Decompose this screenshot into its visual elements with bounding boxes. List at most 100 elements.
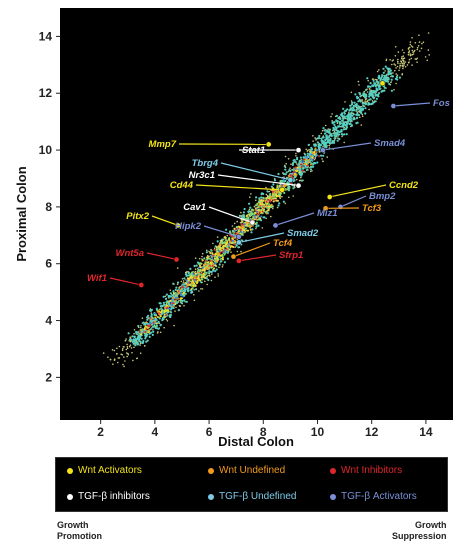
background-point — [331, 113, 333, 115]
plot-background — [60, 8, 453, 420]
gene-point-tcf3 — [322, 205, 329, 212]
background-point — [167, 302, 171, 305]
background-point — [169, 299, 172, 302]
background-point — [300, 163, 303, 166]
background-point — [139, 352, 142, 355]
background-point — [169, 292, 172, 295]
background-point — [196, 277, 199, 280]
legend-item-wnt-activators: Wnt Activators — [67, 465, 142, 476]
background-point — [266, 206, 269, 209]
annotation-label-miz1: Miz1 — [317, 208, 338, 219]
background-point — [310, 146, 313, 149]
background-point — [185, 274, 188, 277]
background-point — [267, 198, 270, 201]
background-point — [368, 108, 370, 111]
background-point — [288, 196, 290, 199]
gene-point-fos — [390, 103, 397, 109]
background-point — [172, 290, 175, 293]
background-point — [135, 330, 138, 334]
background-point — [373, 83, 376, 86]
background-point — [293, 159, 296, 162]
background-point — [336, 133, 339, 136]
background-point — [179, 297, 182, 300]
background-point — [217, 273, 219, 275]
background-point — [370, 102, 373, 105]
background-point — [219, 241, 222, 244]
background-point — [134, 344, 137, 347]
background-point — [332, 141, 336, 144]
background-point — [253, 205, 256, 208]
background-point — [186, 270, 188, 273]
background-point — [283, 180, 286, 183]
background-point — [300, 176, 302, 179]
background-point — [132, 342, 135, 345]
background-point — [224, 244, 227, 247]
background-point — [250, 212, 253, 215]
background-point — [334, 132, 337, 135]
background-point — [339, 120, 342, 123]
background-point — [330, 115, 332, 118]
background-point — [146, 322, 149, 325]
background-point — [170, 298, 173, 301]
background-point — [212, 267, 216, 270]
background-point — [361, 115, 364, 118]
background-point — [264, 199, 267, 202]
background-point — [162, 309, 165, 312]
background-point — [328, 128, 331, 131]
background-point — [338, 130, 342, 133]
background-point — [250, 193, 252, 195]
background-point — [145, 333, 148, 336]
background-point — [372, 79, 375, 82]
background-point — [203, 263, 206, 266]
background-point — [344, 101, 346, 103]
background-point — [182, 295, 185, 298]
background-point — [218, 253, 220, 255]
background-point — [189, 267, 192, 270]
background-point — [228, 230, 232, 234]
background-point — [213, 248, 216, 251]
background-point — [256, 207, 259, 210]
background-point — [144, 331, 147, 333]
background-point — [398, 69, 400, 72]
background-point — [268, 203, 271, 206]
background-point — [139, 337, 142, 340]
background-point — [287, 158, 290, 160]
background-point — [165, 318, 168, 321]
background-point — [384, 78, 387, 81]
background-point — [320, 132, 323, 135]
background-point — [328, 141, 331, 145]
background-point — [315, 139, 317, 141]
background-point — [162, 301, 165, 304]
background-point — [211, 252, 214, 255]
background-point — [287, 188, 290, 191]
background-point — [362, 92, 365, 95]
background-point — [184, 301, 186, 303]
background-point — [282, 200, 285, 203]
background-point — [373, 101, 376, 104]
background-point — [158, 317, 161, 320]
background-point — [418, 34, 420, 36]
background-point — [209, 251, 212, 254]
background-point — [149, 328, 152, 331]
background-point — [162, 295, 165, 298]
background-point — [154, 320, 156, 323]
background-point — [308, 161, 311, 164]
background-point — [198, 278, 201, 281]
background-point — [151, 333, 154, 336]
background-point — [270, 205, 273, 209]
background-point — [408, 46, 411, 49]
background-point — [163, 315, 166, 318]
background-point — [367, 79, 370, 82]
background-point — [294, 168, 297, 170]
growth-suppression-label: Growth Suppression — [392, 520, 447, 542]
background-point — [315, 144, 318, 147]
background-point — [199, 264, 201, 267]
legend-label: TGF-β Undefined — [219, 491, 297, 502]
background-point — [225, 247, 228, 250]
background-point — [284, 173, 287, 176]
background-point — [195, 288, 198, 291]
background-point — [258, 200, 261, 203]
background-point — [287, 186, 290, 189]
background-point — [173, 324, 175, 327]
background-point — [357, 96, 360, 99]
